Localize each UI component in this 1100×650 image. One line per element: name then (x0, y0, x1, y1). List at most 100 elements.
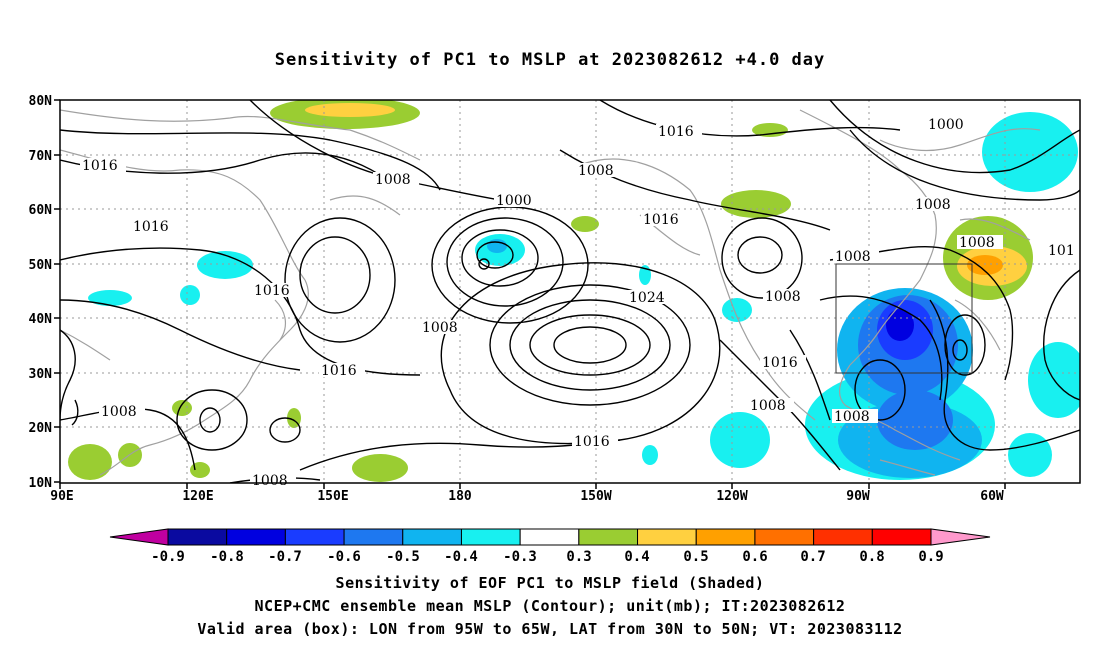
colorbar-cell (637, 528, 697, 546)
lat-label: 20N (29, 421, 53, 436)
contour-label: 1016 (641, 212, 687, 228)
contour-label: 1008 (833, 249, 879, 265)
svg-text:1008: 1008 (834, 409, 870, 425)
contour-label: 1008 (957, 235, 1003, 251)
shade-green (352, 454, 408, 482)
colorbar-label: -0.4 (444, 549, 478, 565)
contour-label: 1008 (420, 320, 466, 336)
colorbar-label: 0.4 (624, 549, 649, 565)
lat-label: 30N (29, 367, 53, 382)
colorbar-cell (695, 528, 756, 546)
contour-label: 1024 (627, 290, 673, 306)
colorbar-label: 0.9 (918, 549, 943, 565)
svg-text:1024: 1024 (629, 290, 665, 306)
colorbar-label: -0.3 (503, 549, 537, 565)
svg-text:1016: 1016 (82, 158, 118, 174)
contour-label: 1008 (763, 289, 809, 305)
shade-green (571, 216, 599, 232)
colorbar-label: 0.7 (800, 549, 825, 565)
svg-text:1016: 1016 (254, 283, 290, 299)
lat-label: 70N (29, 149, 53, 164)
shade-blue (877, 390, 953, 450)
svg-text:1008: 1008 (835, 249, 871, 265)
contour-label: 1016 (760, 355, 806, 371)
map-title: Sensitivity of PC1 to MSLP at 2023082612… (274, 50, 826, 70)
lat-label: 60N (29, 203, 53, 218)
contour-label: 1008 (748, 398, 794, 414)
shade-sky (487, 239, 507, 253)
shade-cyan (197, 251, 253, 279)
contour-label: 1016 (131, 219, 177, 235)
shade-cyan (722, 298, 752, 322)
contour-label: 1016 (319, 363, 365, 379)
colorbar-cell (460, 528, 521, 546)
svg-text:1008: 1008 (750, 398, 786, 414)
svg-text:1016: 1016 (762, 355, 798, 371)
lon-label: 90E (50, 489, 73, 504)
lon-label: 120E (182, 489, 213, 504)
lon-label: 150W (580, 489, 611, 504)
svg-text:1000: 1000 (496, 193, 532, 209)
svg-text:1008: 1008 (578, 163, 614, 179)
shade-orange (967, 255, 1003, 275)
lon-label: 180 (448, 489, 472, 504)
lon-label: 150E (317, 489, 348, 504)
lat-label: 40N (29, 312, 53, 327)
lon-label: 60W (980, 489, 1004, 504)
contour-label: 1008 (576, 163, 622, 179)
svg-text:101: 101 (1048, 243, 1075, 259)
svg-text:1008: 1008 (101, 404, 137, 420)
lat-labels: 80N 70N 60N 50N 40N 30N 20N 10N (29, 94, 53, 491)
shade-green (721, 190, 791, 218)
colorbar-label: 0.3 (566, 549, 591, 565)
contour-labels: 1016 1016 1008 1008 1000 1016 1000 1008 … (80, 117, 1080, 489)
caption-line-3: Valid area (box): LON from 95W to 65W, L… (197, 620, 903, 638)
shade-green (68, 444, 112, 480)
colorbar-cell (871, 528, 932, 546)
contour-label: 1016 (252, 283, 298, 299)
lon-labels: 90E 120E 150E 180 150W 120W 90W 60W (50, 489, 1004, 504)
colorbar: -0.9 -0.8 -0.7 -0.6 -0.5 -0.4 -0.3 0.3 0… (109, 528, 991, 565)
shade-yellow (305, 103, 395, 117)
svg-text:1008: 1008 (375, 172, 411, 188)
svg-text:1000: 1000 (928, 117, 964, 133)
shade-green (172, 400, 192, 416)
lon-label: 90W (846, 489, 870, 504)
lat-label: 80N (29, 94, 53, 109)
plot-frame (59, 99, 1081, 484)
colorbar-label: 0.5 (683, 549, 708, 565)
contour-label: 1016 (656, 124, 702, 140)
contour-label: 1016 (80, 158, 126, 174)
colorbar-cell (284, 528, 345, 546)
contour-label: 1008 (373, 172, 419, 188)
colorbar-cell (754, 528, 815, 546)
colorbar-label: -0.6 (327, 549, 361, 565)
contour-label: 101 (1046, 243, 1080, 259)
lat-label: 50N (29, 258, 53, 273)
svg-text:1008: 1008 (422, 320, 458, 336)
lat-label: 10N (29, 476, 53, 491)
shade-green (190, 462, 210, 478)
shade-cyan (88, 290, 132, 306)
shade-cyan (982, 112, 1078, 192)
colorbar-cell (402, 528, 462, 546)
caption-line-1: Sensitivity of EOF PC1 to MSLP field (Sh… (335, 574, 765, 592)
svg-text:1016: 1016 (658, 124, 694, 140)
svg-text:1016: 1016 (321, 363, 357, 379)
svg-text:1008: 1008 (915, 197, 951, 213)
svg-text:1008: 1008 (252, 473, 288, 489)
svg-text:1016: 1016 (133, 219, 169, 235)
colorbar-label: -0.9 (151, 549, 185, 565)
colorbar-cell (343, 528, 404, 546)
shade-cyan (1028, 342, 1080, 418)
contour-label: 1008 (99, 404, 145, 420)
colorbar-cell (226, 528, 286, 546)
contour-label: 1000 (494, 193, 540, 209)
shade-navy (886, 309, 914, 341)
colorbar-label: -0.8 (210, 549, 244, 565)
svg-text:1016: 1016 (643, 212, 679, 228)
colorbar-cell (813, 528, 873, 546)
shade-cyan (180, 285, 200, 305)
colorbar-cell (167, 528, 228, 546)
